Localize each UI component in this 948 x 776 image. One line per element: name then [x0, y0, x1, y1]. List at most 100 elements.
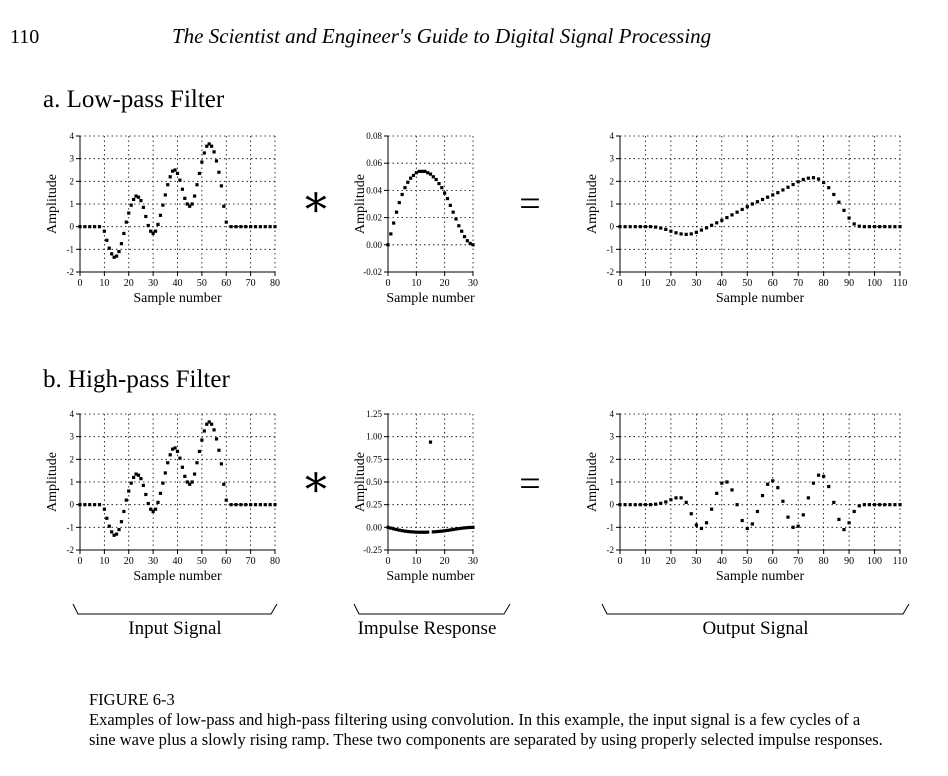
brace-output: [601, 603, 910, 615]
caption-text: Examples of low-pass and high-pass filte…: [89, 710, 883, 749]
y-tick-label: -2: [67, 545, 75, 555]
y-tick-label: 0.04: [366, 185, 382, 195]
data-point: [414, 171, 418, 175]
data-point: [180, 465, 184, 469]
data-point: [457, 527, 461, 531]
data-point: [180, 187, 184, 191]
y-tick-label: -1: [607, 244, 615, 254]
data-point: [837, 517, 841, 521]
y-tick-label: 1: [70, 477, 75, 487]
x-tick-label: 80: [819, 278, 829, 289]
data-point: [168, 453, 172, 457]
data-point: [715, 491, 719, 495]
data-point: [628, 503, 632, 507]
y-tick-label: 4: [70, 409, 75, 419]
data-point: [156, 222, 160, 226]
x-tick-label: 110: [893, 278, 908, 289]
data-point: [195, 183, 199, 187]
equals-operator: =: [519, 183, 541, 225]
data-point: [801, 177, 805, 182]
data-point: [898, 225, 902, 229]
data-point: [409, 176, 413, 180]
data-point: [97, 503, 102, 507]
data-point: [659, 226, 663, 230]
data-point: [200, 160, 204, 164]
y-tick-label: 0.25: [366, 500, 382, 510]
y-tick-label: 3: [610, 154, 615, 164]
x-tick-label: 90: [844, 556, 854, 567]
data-point: [883, 225, 887, 229]
data-point: [786, 515, 790, 519]
data-point: [224, 220, 228, 224]
data-point: [394, 527, 399, 532]
data-point: [239, 503, 243, 507]
y-axis-label: Amplitude: [585, 174, 600, 234]
data-point: [403, 186, 407, 190]
data-point: [443, 191, 447, 195]
data-point: [93, 225, 97, 229]
data-point: [659, 501, 663, 505]
data-point: [720, 218, 724, 222]
data-point: [163, 193, 167, 197]
data-point: [183, 474, 187, 478]
y-tick-label: 0.50: [366, 477, 382, 487]
data-point: [460, 526, 464, 530]
data-point: [229, 503, 233, 507]
data-point: [112, 255, 116, 259]
data-point: [872, 225, 877, 229]
data-point: [212, 150, 216, 154]
data-point: [192, 194, 197, 198]
data-point: [386, 243, 390, 247]
data-point: [715, 221, 719, 225]
data-point: [188, 204, 192, 208]
data-point: [674, 496, 678, 500]
data-point: [212, 428, 216, 432]
data-point: [730, 213, 734, 217]
data-point: [811, 176, 816, 180]
data-point: [139, 477, 143, 481]
data-point: [127, 211, 131, 215]
data-point: [465, 239, 469, 243]
x-axis-label: Sample number: [133, 291, 222, 306]
data-point: [110, 530, 114, 534]
x-tick-label: 30: [148, 556, 158, 567]
data-point: [217, 448, 221, 452]
data-point: [852, 509, 856, 514]
data-point: [423, 530, 427, 534]
data-point: [149, 229, 153, 233]
data-point: [443, 529, 447, 533]
chart-lowpass-output: 0 10 20 30 40 50 60 70 80 90 100 110 -2 -1 0 1 2 3 4 Sample…: [585, 131, 908, 306]
data-point: [648, 225, 653, 229]
data-point: [411, 173, 416, 178]
data-point: [188, 482, 192, 486]
data-point: [168, 175, 172, 179]
data-point: [197, 171, 202, 175]
brace-input: [72, 603, 278, 615]
data-point: [141, 205, 145, 209]
x-tick-label: 20: [666, 556, 676, 567]
x-axis-label: Sample number: [386, 291, 475, 306]
data-point: [806, 496, 810, 500]
data-point: [618, 225, 622, 229]
data-point: [827, 186, 831, 190]
y-tick-label: 0.08: [366, 131, 382, 141]
data-point: [400, 529, 404, 533]
data-point: [78, 503, 82, 507]
data-point: [704, 521, 709, 525]
data-point: [623, 503, 627, 507]
y-axis-label: Amplitude: [353, 452, 368, 512]
data-point: [423, 169, 427, 173]
data-point: [893, 225, 897, 229]
data-point: [83, 503, 87, 507]
y-tick-label: 0.02: [366, 213, 382, 223]
data-point: [745, 205, 749, 209]
data-point: [633, 225, 637, 229]
data-point: [699, 526, 704, 531]
data-point: [451, 527, 455, 532]
x-tick-label: 70: [246, 278, 256, 289]
data-point: [158, 491, 163, 495]
data-point: [832, 192, 836, 197]
data-point: [674, 231, 678, 235]
data-point: [207, 142, 211, 146]
y-tick-label: 1.00: [366, 432, 382, 442]
